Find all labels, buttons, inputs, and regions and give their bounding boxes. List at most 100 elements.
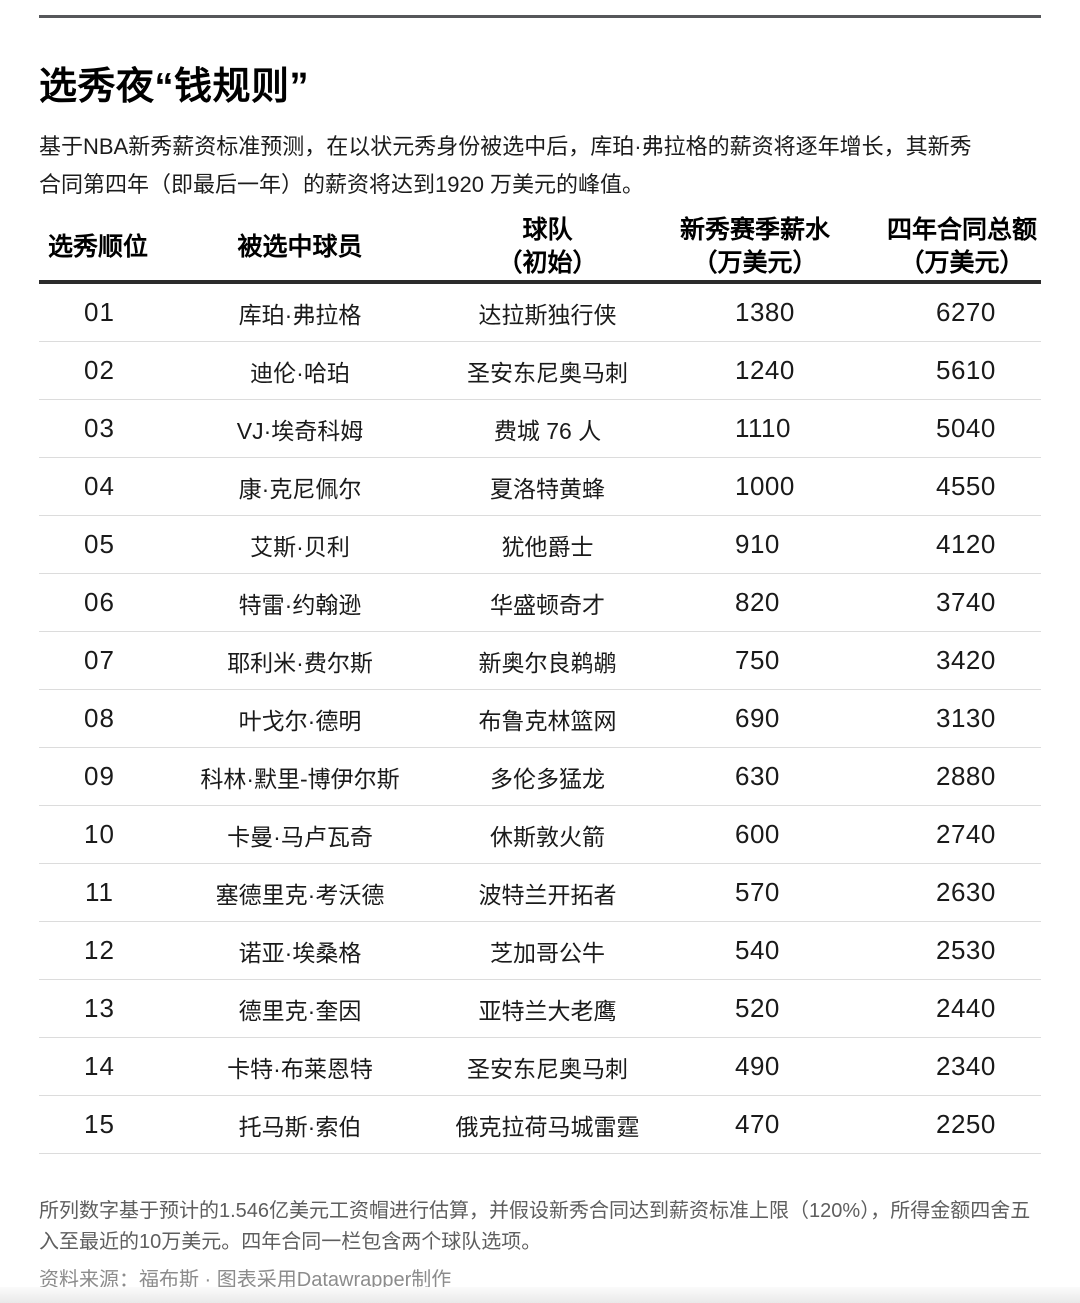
cell-salary: 1240 <box>735 355 795 385</box>
table-row: 15 托马斯·索伯 俄克拉荷马城雷霆 470 2250 <box>39 1096 1041 1154</box>
table-row: 01 库珀·弗拉格 达拉斯独行侠 1380 6270 <box>39 284 1041 342</box>
bottom-gradient <box>0 1287 1080 1303</box>
cell-pick: 11 <box>85 877 114 907</box>
header-cell-salary: 新秀赛季薪水 （万美元） <box>679 216 830 277</box>
cell-team: 夏洛特黄蜂 <box>490 475 605 502</box>
cell-team: 多伦多猛龙 <box>490 765 605 792</box>
cell-total: 2340 <box>936 1051 996 1081</box>
cell-team: 波特兰开拓者 <box>478 881 617 908</box>
header-cell-pick: 选秀顺位 <box>48 232 149 261</box>
cell-team: 费城 76 人 <box>493 417 602 444</box>
cell-total: 6270 <box>936 297 996 327</box>
cell-team: 布鲁克林篮网 <box>478 707 617 734</box>
cell-player: 托马斯·索伯 <box>238 1113 362 1140</box>
table-row: 07 耶利米·费尔斯 新奥尔良鹈鹕 750 3420 <box>39 632 1041 690</box>
cell-pick: 03 <box>84 413 115 443</box>
cell-player: 耶利米·费尔斯 <box>227 649 373 676</box>
cell-team: 达拉斯独行侠 <box>478 301 617 328</box>
table-row: 06 特雷·约翰逊 华盛顿奇才 820 3740 <box>39 574 1041 632</box>
footnote-line: 所列数字基于预计的1.546亿美元工资帽进行估算，并假设新秀合同达到薪资标准上限… <box>39 1200 1031 1222</box>
cell-team: 俄克拉荷马城雷霆 <box>455 1113 640 1140</box>
description-line: 基于NBA新秀薪资标准预测，在以状元秀身份被选中后，库珀·弗拉格的薪资将逐年增长… <box>39 134 972 159</box>
source-line: 资料来源：福布斯 · 图表采用Datawrapper制作 <box>39 1269 452 1291</box>
cell-team: 芝加哥公牛 <box>490 939 605 966</box>
cell-total: 3130 <box>936 703 996 733</box>
cell-team: 亚特兰大老鹰 <box>478 997 617 1024</box>
cell-total: 5610 <box>936 355 996 385</box>
cell-salary: 1110 <box>735 413 791 443</box>
cell-team: 休斯敦火箭 <box>490 823 605 850</box>
cell-pick: 07 <box>84 645 115 675</box>
cell-total: 2530 <box>936 935 996 965</box>
chart-description: 基于NBA新秀薪资标准预测，在以状元秀身份被选中后，库珀·弗拉格的薪资将逐年增长… <box>39 128 1041 204</box>
table-row: 14 卡特·布莱恩特 圣安东尼奥马刺 490 2340 <box>39 1038 1041 1096</box>
table-row: 05 艾斯·贝利 犹他爵士 910 4120 <box>39 516 1041 574</box>
cell-salary: 1000 <box>735 471 795 501</box>
table-header: 选秀顺位 被选中球员 球队 （初始） 新秀赛季薪水 （万美元） 四年合同总额 （… <box>39 214 1041 280</box>
cell-pick: 06 <box>84 587 115 617</box>
cell-team: 圣安东尼奥马刺 <box>467 359 628 386</box>
cell-player: 塞德里克·考沃德 <box>215 881 385 908</box>
cell-team: 犹他爵士 <box>501 533 594 560</box>
table-row: 09 科林·默里-博伊尔斯 多伦多猛龙 630 2880 <box>39 748 1041 806</box>
cell-player: 库珀·弗拉格 <box>238 301 362 328</box>
cell-player: 康·克尼佩尔 <box>238 475 362 502</box>
cell-pick: 05 <box>84 529 115 559</box>
cell-salary: 1380 <box>735 297 795 327</box>
cell-pick: 10 <box>84 819 115 849</box>
cell-pick: 13 <box>84 993 115 1023</box>
cell-pick: 12 <box>84 935 115 965</box>
cell-total: 3740 <box>936 587 996 617</box>
cell-total: 2740 <box>936 819 996 849</box>
cell-salary: 540 <box>735 935 780 965</box>
cell-team: 华盛顿奇才 <box>490 591 605 618</box>
cell-total: 5040 <box>936 413 996 443</box>
cell-player: 艾斯·贝利 <box>250 533 350 560</box>
cell-salary: 600 <box>735 819 780 849</box>
cell-player: 卡曼·马卢瓦奇 <box>227 823 373 850</box>
cell-total: 4120 <box>936 529 996 559</box>
header-cell-player: 被选中球员 <box>237 232 363 261</box>
cell-salary: 490 <box>735 1051 780 1081</box>
cell-salary: 910 <box>735 529 780 559</box>
cell-player: 特雷·约翰逊 <box>238 591 362 618</box>
cell-pick: 09 <box>84 761 115 791</box>
footnote: 所列数字基于预计的1.546亿美元工资帽进行估算，并假设新秀合同达到薪资标准上限… <box>39 1196 1041 1258</box>
cell-player: 卡特·布莱恩特 <box>227 1055 373 1082</box>
cell-pick: 01 <box>84 297 115 327</box>
cell-team: 圣安东尼奥马刺 <box>467 1055 628 1082</box>
table-row: 03 VJ·埃奇科姆 费城 76 人 1110 5040 <box>39 400 1041 458</box>
table-row: 13 德里克·奎因 亚特兰大老鹰 520 2440 <box>39 980 1041 1038</box>
cell-player: 诺亚·埃桑格 <box>238 939 362 966</box>
table-row: 04 康·克尼佩尔 夏洛特黄蜂 1000 4550 <box>39 458 1041 516</box>
table-body: 01 库珀·弗拉格 达拉斯独行侠 1380 6270 02 迪伦·哈珀 圣安东尼奥马刺 1240… <box>39 284 1041 1154</box>
cell-salary: 570 <box>735 877 780 907</box>
cell-player: 叶戈尔·德明 <box>238 707 362 734</box>
cell-salary: 520 <box>735 993 780 1023</box>
cell-pick: 02 <box>84 355 115 385</box>
page-title: 选秀夜“钱规则” <box>39 66 310 108</box>
cell-total: 4550 <box>936 471 996 501</box>
cell-player: 迪伦·哈珀 <box>250 359 350 386</box>
table-row: 10 卡曼·马卢瓦奇 休斯敦火箭 600 2740 <box>39 806 1041 864</box>
cell-total: 2880 <box>936 761 996 791</box>
cell-total: 3420 <box>936 645 996 675</box>
header-cell-total: 四年合同总额 （万美元） <box>886 216 1037 277</box>
cell-team: 新奥尔良鹈鹕 <box>478 649 617 676</box>
footnote-line: 入至最近的10万美元。四年合同一栏包含两个球队选项。 <box>39 1231 542 1253</box>
cell-total: 2630 <box>936 877 996 907</box>
cell-player: 科林·默里-博伊尔斯 <box>200 765 400 792</box>
cell-pick: 15 <box>84 1109 115 1139</box>
table-row: 02 迪伦·哈珀 圣安东尼奥马刺 1240 5610 <box>39 342 1041 400</box>
table-row: 11 塞德里克·考沃德 波特兰开拓者 570 2630 <box>39 864 1041 922</box>
cell-salary: 690 <box>735 703 780 733</box>
cell-pick: 14 <box>84 1051 115 1081</box>
cell-player: 德里克·奎因 <box>238 997 362 1024</box>
cell-salary: 750 <box>735 645 780 675</box>
cell-salary: 470 <box>735 1109 780 1139</box>
cell-pick: 08 <box>84 703 115 733</box>
header-cell-team: 球队 （初始） <box>497 216 598 277</box>
top-rule <box>39 15 1041 18</box>
cell-total: 2250 <box>936 1109 996 1139</box>
